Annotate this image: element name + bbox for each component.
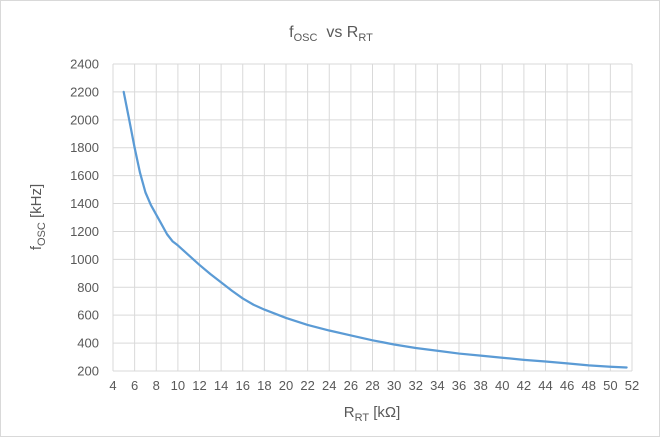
y-tick-label: 2000	[70, 112, 99, 127]
y-tick-label: 600	[77, 308, 99, 323]
series-lines	[122, 90, 628, 369]
x-tick-label: 42	[517, 378, 531, 393]
y-tick-label: 2400	[70, 57, 99, 72]
x-tick-label: 6	[131, 378, 138, 393]
series-line-0	[122, 90, 628, 369]
x-tick-label: 20	[279, 378, 293, 393]
x-tick-label: 52	[625, 378, 639, 393]
y-tick-label: 400	[77, 336, 99, 351]
x-tick-label: 40	[495, 378, 509, 393]
y-tick-label: 1200	[70, 224, 99, 239]
x-tick-label: 44	[538, 378, 552, 393]
x-tick-label: 48	[582, 378, 596, 393]
y-tick-label: 1000	[70, 252, 99, 267]
x-tick-label: 22	[300, 378, 314, 393]
x-tick-label: 18	[257, 378, 271, 393]
x-tick-labels: 4 6 8 10 12 14 16 18 20 22 24 26 28 30 32 34 36 38 40 42 44 4…	[109, 378, 639, 393]
y-tick-label: 1400	[70, 196, 99, 211]
x-tick-label: 36	[452, 378, 466, 393]
y-tick-label: 1600	[70, 168, 99, 183]
x-tick-label: 34	[430, 378, 444, 393]
x-tick-label: 10	[171, 378, 185, 393]
x-tick-label: 16	[236, 378, 250, 393]
y-tick-label: 800	[77, 280, 99, 295]
x-tick-label: 32	[409, 378, 423, 393]
y-tick-label: 2200	[70, 84, 99, 99]
y-tick-label: 200	[77, 364, 99, 379]
gridlines	[112, 63, 633, 372]
x-tick-label: 24	[322, 378, 336, 393]
x-tick-label: 50	[603, 378, 617, 393]
x-tick-label: 12	[192, 378, 206, 393]
y-axis-label: fOSC [kHz]	[28, 184, 48, 250]
y-tick-labels: 200 400 600 800 1000 1200 1400 1600 1800 2000 2200…	[70, 57, 99, 379]
x-tick-label: 46	[560, 378, 574, 393]
x-tick-label: 14	[214, 378, 228, 393]
x-axis-label: RRT [kΩ]	[344, 404, 401, 424]
x-tick-label: 4	[109, 378, 116, 393]
x-tick-label: 28	[365, 378, 379, 393]
x-tick-label: 38	[473, 378, 487, 393]
x-tick-label: 30	[387, 378, 401, 393]
x-tick-label: 26	[344, 378, 358, 393]
x-tick-label: 8	[153, 378, 160, 393]
y-tick-label: 1800	[70, 140, 99, 155]
chart-title: fOSC vs RRT	[289, 24, 373, 44]
